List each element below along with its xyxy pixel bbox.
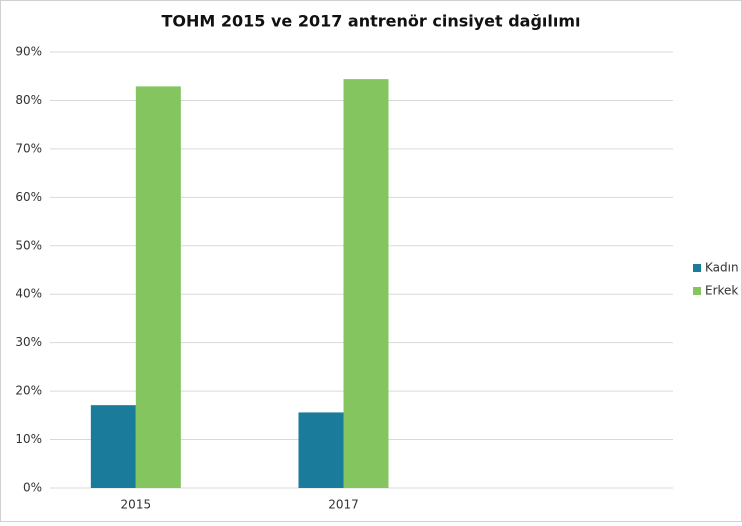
- legend-swatch: [693, 264, 701, 272]
- bar: [90, 405, 136, 488]
- y-tick-label: 80%: [15, 93, 42, 107]
- x-tick-label: 2017: [328, 498, 359, 512]
- legend-label: Kadın: [705, 261, 739, 275]
- bar: [135, 86, 181, 488]
- chart-title: TOHM 2015 ve 2017 antrenör cinsiyet dağı…: [161, 12, 580, 31]
- y-tick-label: 60%: [15, 190, 42, 204]
- y-tick-label: 40%: [15, 287, 42, 301]
- legend-swatch: [693, 287, 701, 295]
- bar: [298, 412, 344, 488]
- y-tick-label: 30%: [15, 335, 42, 349]
- legend-label: Erkek: [705, 284, 738, 298]
- bar: [343, 79, 389, 488]
- y-tick-label: 20%: [15, 384, 42, 398]
- y-tick-label: 10%: [15, 432, 42, 446]
- x-tick-label: 2015: [121, 498, 152, 512]
- y-tick-label: 70%: [15, 141, 42, 155]
- y-tick-label: 0%: [23, 481, 42, 495]
- y-tick-label: 90%: [15, 45, 42, 59]
- y-tick-label: 50%: [15, 238, 42, 252]
